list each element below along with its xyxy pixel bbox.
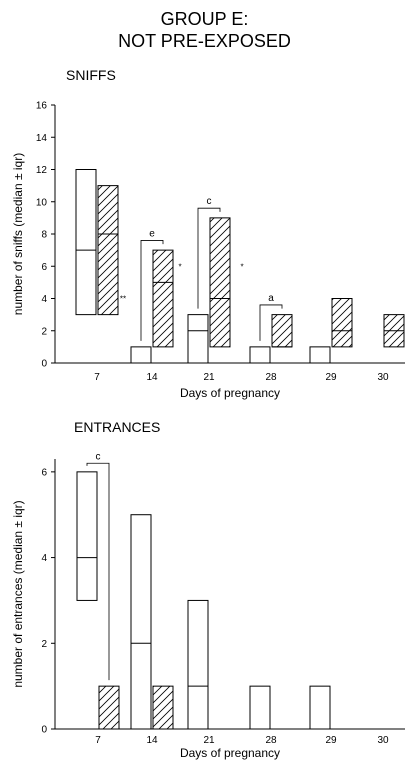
open-box [187, 599, 209, 730]
x-tick-label: 14 [146, 372, 158, 383]
x-tick-label: 28 [265, 372, 277, 383]
x-axis-label: Days of pregnancy [180, 386, 280, 400]
significance-bracket [259, 304, 283, 341]
significance-label: e [149, 228, 155, 239]
significance-bracket [86, 462, 110, 681]
significance-bracket [140, 240, 164, 341]
figure-title-line1: GROUP E: [160, 9, 249, 29]
significance-label: a [268, 293, 274, 304]
x-tick-label: 29 [325, 735, 337, 746]
x-tick-label: 28 [265, 735, 277, 746]
open-box [76, 471, 98, 601]
x-tick-label: 14 [146, 735, 158, 746]
x-tick-label: 30 [377, 735, 389, 746]
y-tick-label: 10 [36, 197, 48, 208]
significance-star: ** [120, 295, 126, 304]
figure-title-line2: NOT PRE-EXPOSED [118, 31, 291, 51]
x-tick-label: 30 [377, 372, 389, 383]
y-axis-label: number of entrances (median ± iqr) [11, 500, 25, 687]
open-box [130, 346, 152, 364]
hatched-box [97, 185, 119, 316]
y-tick-label: 4 [41, 553, 47, 564]
open-box [309, 346, 331, 364]
panel-title: ENTRANCES [74, 419, 160, 435]
hatched-box [271, 314, 293, 348]
x-tick-label: 21 [203, 735, 215, 746]
significance-star: * [240, 262, 243, 271]
hatched-box [152, 249, 174, 348]
y-tick-label: 4 [41, 294, 47, 305]
y-tick-label: 8 [41, 230, 47, 241]
y-tick-label: 16 [36, 101, 48, 112]
y-tick-label: 0 [41, 725, 47, 736]
y-tick-label: 6 [41, 262, 47, 273]
y-tick-label: 2 [41, 639, 47, 650]
panel-title: SNIFFS [66, 67, 116, 83]
significance-label: c [96, 451, 101, 462]
x-tick-label: 21 [203, 372, 215, 383]
hatched-box [152, 685, 174, 730]
x-tick-label: 7 [94, 372, 100, 383]
y-axis-label: number of sniffs (median ± iqr) [11, 153, 25, 315]
open-box [130, 514, 152, 730]
y-tick-label: 2 [41, 326, 47, 337]
hatched-box [98, 685, 120, 730]
x-axis-label: Days of pregnancy [180, 746, 280, 760]
x-tick-label: 29 [325, 372, 337, 383]
hatched-box [209, 217, 231, 348]
significance-label: c [207, 196, 212, 207]
significance-bracket [197, 207, 221, 309]
y-tick-label: 14 [36, 133, 48, 144]
hatched-box [331, 298, 353, 348]
y-tick-label: 6 [41, 467, 47, 478]
open-box [249, 685, 271, 730]
x-tick-label: 7 [95, 735, 101, 746]
open-box [75, 169, 97, 316]
significance-star: * [178, 262, 181, 271]
open-box [187, 314, 209, 364]
open-box [309, 685, 331, 730]
y-tick-label: 0 [41, 359, 47, 370]
y-tick-label: 12 [36, 165, 48, 176]
open-box [249, 346, 271, 364]
